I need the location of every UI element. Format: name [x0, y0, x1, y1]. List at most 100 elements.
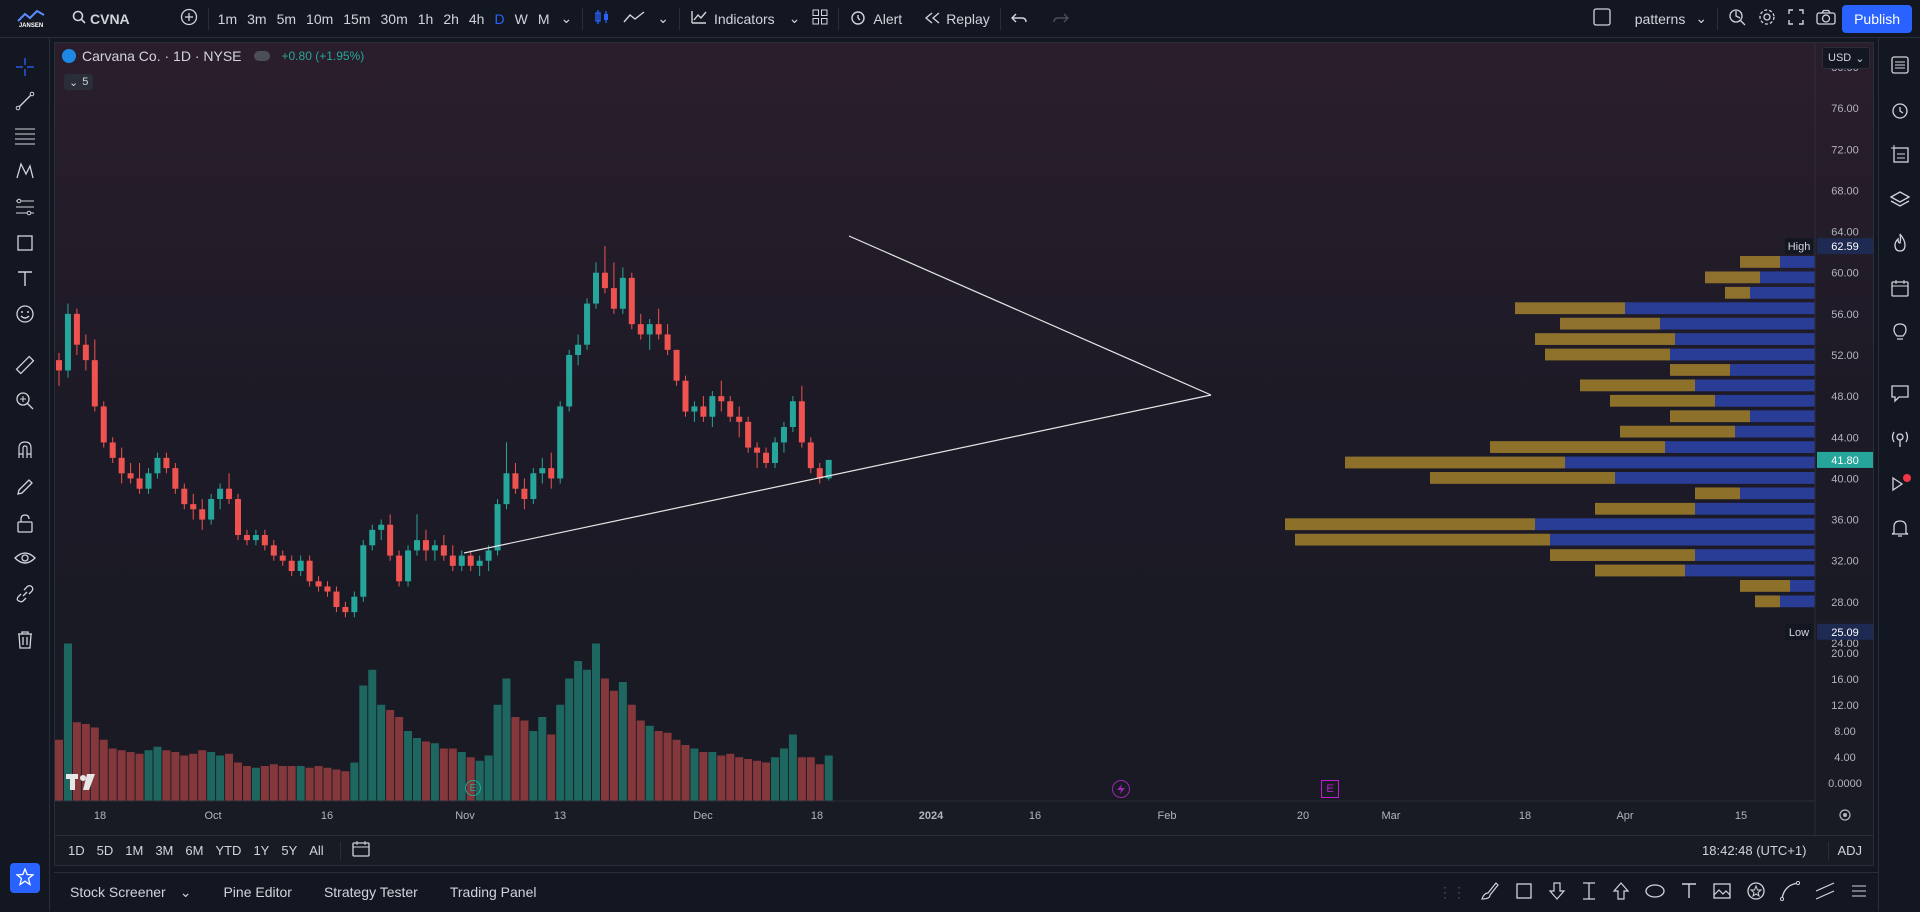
candles-style-button[interactable] — [587, 4, 617, 34]
quick-search-button[interactable] — [1722, 4, 1752, 34]
badge-star-icon[interactable] — [1746, 881, 1766, 904]
tab-strategy-tester[interactable]: Strategy Tester — [323, 884, 418, 900]
currency-selector[interactable]: USD ⌄ — [1822, 47, 1871, 69]
image-icon[interactable] — [1712, 882, 1732, 903]
trend-line-icon[interactable] — [13, 89, 37, 113]
tab-trading-panel[interactable]: Trading Panel — [449, 884, 537, 900]
replay-play-icon[interactable] — [1888, 472, 1912, 496]
eye-icon[interactable] — [13, 546, 37, 570]
interval-2h[interactable]: 2h — [443, 10, 459, 27]
price-chart[interactable]: 80.0076.0072.0068.0064.0060.0056.0052.00… — [55, 43, 1875, 837]
symbol-search[interactable]: CVNA — [66, 4, 136, 34]
compare-symbol-button[interactable] — [174, 4, 204, 34]
interval-d[interactable]: D — [494, 10, 505, 27]
replay-button[interactable]: Replay — [918, 4, 996, 34]
range-6m[interactable]: 6M — [185, 843, 204, 858]
fib-retracement-icon[interactable] — [13, 124, 37, 148]
crosshair-icon[interactable] — [13, 55, 37, 79]
fullscreen-button[interactable] — [1782, 4, 1810, 34]
drag-handle-icon[interactable]: ⋮⋮ — [1438, 884, 1466, 900]
ellipse-icon[interactable] — [1644, 882, 1666, 903]
legend-toggle-button[interactable] — [253, 51, 270, 61]
upper-trendline[interactable] — [848, 235, 1212, 396]
clock-icon[interactable] — [1888, 98, 1912, 122]
tab-stock-screener[interactable]: Stock Screener ⌄ — [54, 884, 207, 901]
settings-button[interactable] — [1752, 4, 1782, 34]
collapse-indicators-button[interactable]: ⌄ 5 — [64, 74, 94, 90]
earnings-marker-upcoming[interactable]: E — [1321, 780, 1339, 798]
ruler-icon[interactable] — [13, 353, 37, 377]
bell-icon[interactable] — [1888, 516, 1912, 540]
watchlist-icon[interactable] — [1888, 53, 1912, 77]
arrow-up-icon[interactable] — [1612, 881, 1630, 904]
magnet-icon[interactable] — [13, 438, 37, 462]
layers-icon[interactable] — [1888, 188, 1912, 212]
rectangle-icon[interactable] — [13, 231, 37, 255]
range-all[interactable]: All — [309, 843, 324, 858]
range-1d[interactable]: 1D — [68, 843, 85, 858]
interval-1h[interactable]: 1h — [417, 10, 434, 27]
interval-dropdown[interactable]: ⌄ — [554, 4, 578, 34]
tab-pine-editor[interactable]: Pine Editor — [223, 884, 292, 900]
undo-button[interactable] — [1005, 4, 1033, 34]
interval-1m[interactable]: 1m — [217, 10, 238, 27]
text-tool-icon[interactable] — [1680, 882, 1698, 903]
legend-title[interactable]: Carvana Co. · 1D · NYSE — [82, 48, 242, 64]
layout-selector[interactable]: patterns ⌄ — [1587, 4, 1713, 34]
line-style-button[interactable] — [617, 4, 651, 34]
lock-icon[interactable] — [13, 511, 37, 535]
range-3m[interactable]: 3M — [155, 843, 174, 858]
date-range-icon[interactable] — [351, 840, 371, 861]
brush-icon[interactable] — [1480, 881, 1500, 904]
emoji-icon[interactable] — [13, 302, 37, 326]
interval-w[interactable]: W — [514, 10, 528, 27]
range-5y[interactable]: 5Y — [281, 843, 298, 858]
clock-display[interactable]: 18:42:48 (UTC+1) — [1702, 843, 1807, 858]
rectangle-tool-icon[interactable] — [1514, 881, 1534, 904]
lower-trendline[interactable] — [463, 394, 1212, 554]
interval-3m[interactable]: 3m — [247, 10, 267, 27]
more-tools-icon[interactable] — [1850, 882, 1868, 903]
interval-10m[interactable]: 10m — [306, 10, 334, 27]
interval-15m[interactable]: 15m — [343, 10, 371, 27]
pattern-icon[interactable] — [13, 159, 37, 183]
interval-30m[interactable]: 30m — [380, 10, 408, 27]
broadcast-icon[interactable] — [1888, 426, 1912, 450]
prediction-icon[interactable] — [13, 195, 37, 219]
publish-button[interactable]: Publish — [1842, 4, 1912, 33]
logo[interactable]: JANSEN — [12, 4, 50, 34]
zoom-in-icon[interactable] — [13, 389, 37, 413]
chart-pane[interactable]: 80.0076.0072.0068.0064.0060.0056.0052.00… — [54, 42, 1874, 866]
interval-m[interactable]: M — [537, 10, 550, 27]
range-ytd[interactable]: YTD — [215, 843, 242, 858]
calendar-icon[interactable] — [1888, 276, 1912, 300]
interval-5m[interactable]: 5m — [276, 10, 297, 27]
range-5d[interactable]: 5D — [96, 843, 114, 858]
flame-icon[interactable] — [1888, 231, 1912, 255]
chart-settings-icon[interactable] — [1839, 809, 1851, 821]
lightning-icon[interactable] — [1112, 780, 1130, 798]
redo-button[interactable] — [1047, 4, 1075, 34]
link-icon[interactable] — [13, 582, 37, 606]
indicators-button[interactable]: Indicators ⌄ — [684, 4, 806, 34]
text-icon[interactable] — [13, 267, 37, 291]
range-1m[interactable]: 1M — [125, 843, 144, 858]
interval-4h[interactable]: 4h — [468, 10, 485, 27]
lightbulb-icon[interactable] — [1888, 320, 1912, 344]
chart-type-dropdown[interactable]: ⌄ — [651, 4, 675, 34]
chat-icon[interactable] — [1888, 381, 1912, 405]
curve-icon[interactable] — [1779, 880, 1801, 904]
adj-toggle[interactable]: ADJ — [1837, 843, 1862, 858]
arrow-down-icon[interactable] — [1548, 881, 1566, 904]
favorites-star-button[interactable] — [10, 863, 40, 893]
price-range-icon[interactable] — [1580, 881, 1598, 904]
earnings-marker[interactable]: E — [465, 780, 481, 796]
parallel-channel-icon[interactable] — [1814, 881, 1836, 904]
pencil-lock-icon[interactable] — [13, 475, 37, 499]
triangle-pattern[interactable] — [463, 235, 1212, 554]
templates-button[interactable] — [806, 4, 834, 34]
range-1y[interactable]: 1Y — [253, 843, 270, 858]
snapshot-button[interactable] — [1810, 4, 1842, 34]
trash-icon[interactable] — [13, 628, 37, 652]
add-list-icon[interactable] — [1888, 142, 1912, 166]
